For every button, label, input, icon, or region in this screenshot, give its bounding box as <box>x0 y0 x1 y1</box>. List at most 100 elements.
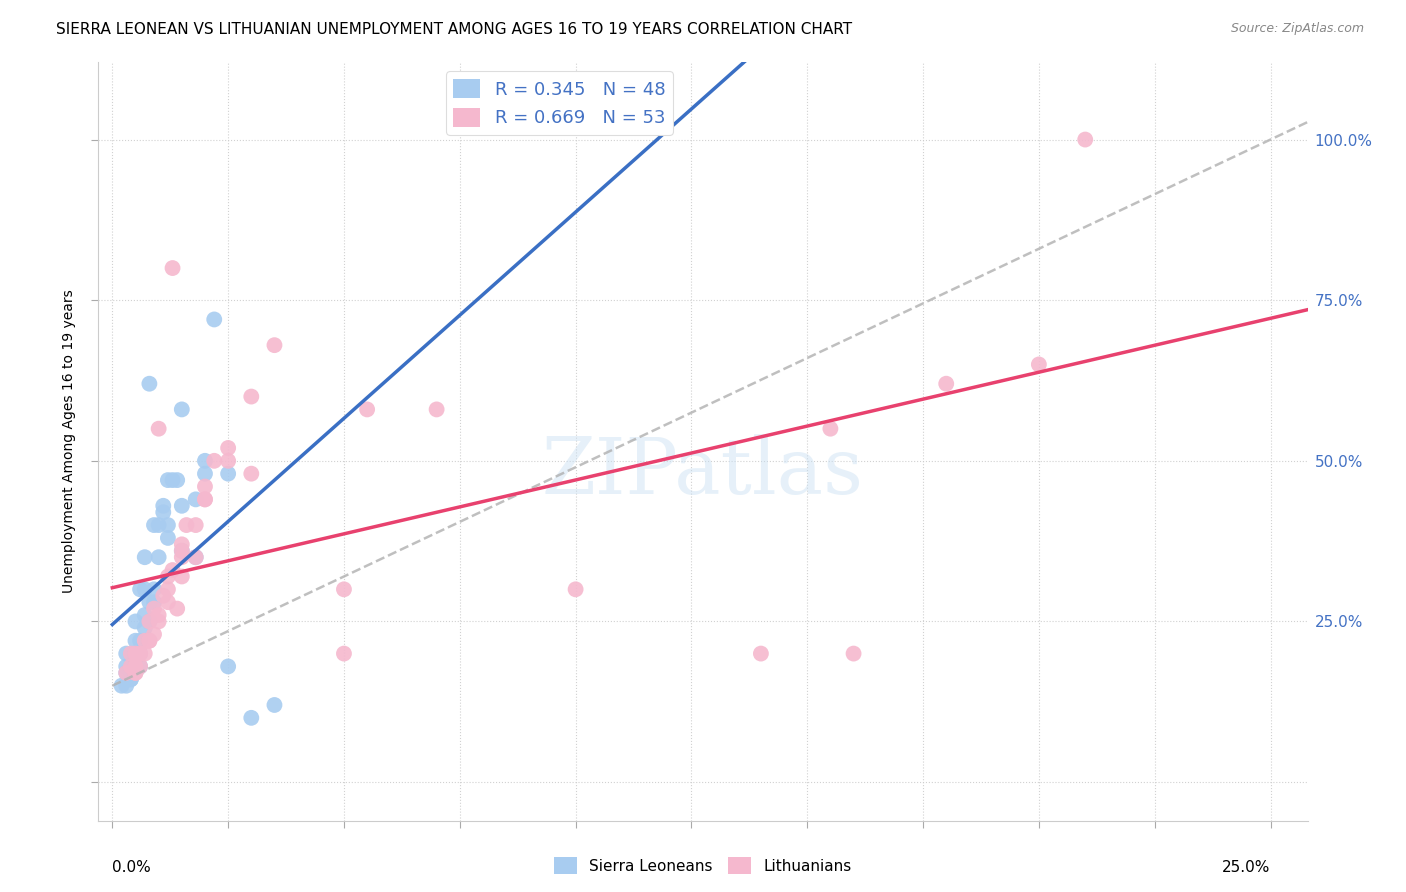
Point <box>138 633 160 648</box>
Point <box>184 550 207 565</box>
Point <box>134 550 156 565</box>
Point <box>148 422 170 436</box>
Point <box>143 582 166 597</box>
Point <box>162 473 184 487</box>
Point <box>148 615 170 629</box>
Point <box>166 473 188 487</box>
Point <box>217 659 239 673</box>
Text: 0.0%: 0.0% <box>112 860 150 874</box>
Legend: R = 0.345   N = 48, R = 0.669   N = 53: R = 0.345 N = 48, R = 0.669 N = 53 <box>446 71 672 135</box>
Point <box>240 390 263 404</box>
Point <box>217 467 239 481</box>
Text: ZIPatlas: ZIPatlas <box>541 434 865 509</box>
Point <box>148 550 170 565</box>
Point <box>156 473 179 487</box>
Point <box>194 479 217 493</box>
Point <box>134 647 156 661</box>
Point <box>138 595 160 609</box>
Point <box>134 633 156 648</box>
Point <box>120 673 142 687</box>
Legend: Sierra Leoneans, Lithuanians: Sierra Leoneans, Lithuanians <box>548 851 858 880</box>
Point <box>194 492 217 507</box>
Point <box>184 492 207 507</box>
Point <box>134 582 156 597</box>
Point <box>134 621 156 635</box>
Point <box>240 711 263 725</box>
Text: Source: ZipAtlas.com: Source: ZipAtlas.com <box>1230 22 1364 36</box>
Point <box>184 518 207 533</box>
Point <box>1074 132 1097 146</box>
Point <box>426 402 449 417</box>
Point <box>148 518 170 533</box>
Point <box>184 550 207 565</box>
Point <box>138 633 160 648</box>
Point <box>129 647 152 661</box>
Point <box>138 615 160 629</box>
Point <box>156 569 179 583</box>
Point <box>152 505 174 519</box>
Point <box>129 647 152 661</box>
Point <box>120 647 142 661</box>
Point <box>138 615 160 629</box>
Point <box>143 595 166 609</box>
Point <box>263 698 285 712</box>
Point <box>170 402 193 417</box>
Point <box>333 582 356 597</box>
Point <box>143 627 166 641</box>
Point <box>749 647 772 661</box>
Point <box>564 582 586 597</box>
Point <box>333 647 356 661</box>
Point <box>138 376 160 391</box>
Point <box>156 518 179 533</box>
Point <box>129 633 152 648</box>
Point <box>162 261 184 276</box>
Point <box>202 454 225 468</box>
Point <box>263 338 285 352</box>
Point <box>217 441 239 455</box>
Point <box>156 595 179 609</box>
Point <box>134 607 156 622</box>
Point <box>170 543 193 558</box>
Point <box>115 647 138 661</box>
Point <box>124 633 146 648</box>
Point <box>129 659 152 673</box>
Point <box>124 653 146 667</box>
Text: SIERRA LEONEAN VS LITHUANIAN UNEMPLOYMENT AMONG AGES 16 TO 19 YEARS CORRELATION : SIERRA LEONEAN VS LITHUANIAN UNEMPLOYMEN… <box>56 22 852 37</box>
Point <box>162 563 184 577</box>
Point <box>124 665 146 680</box>
Point <box>166 601 188 615</box>
Point <box>124 659 146 673</box>
Point <box>143 518 166 533</box>
Point <box>152 499 174 513</box>
Point <box>129 582 152 597</box>
Point <box>129 659 152 673</box>
Point <box>170 550 193 565</box>
Point <box>115 679 138 693</box>
Point <box>124 615 146 629</box>
Point <box>240 467 263 481</box>
Point <box>148 607 170 622</box>
Point <box>820 422 842 436</box>
Point <box>115 659 138 673</box>
Point <box>120 659 142 673</box>
Point <box>170 543 193 558</box>
Point <box>217 454 239 468</box>
Point <box>120 673 142 687</box>
Point <box>152 589 174 603</box>
Point <box>194 467 217 481</box>
Point <box>115 665 138 680</box>
Point <box>842 647 865 661</box>
Point <box>202 312 225 326</box>
Point <box>124 647 146 661</box>
Point <box>110 679 132 693</box>
Point <box>170 537 193 551</box>
Point <box>143 601 166 615</box>
Point <box>124 647 146 661</box>
Point <box>194 454 217 468</box>
Point <box>356 402 378 417</box>
Point <box>115 665 138 680</box>
Point <box>170 569 193 583</box>
Point <box>170 499 193 513</box>
Y-axis label: Unemployment Among Ages 16 to 19 years: Unemployment Among Ages 16 to 19 years <box>62 290 76 593</box>
Point <box>124 659 146 673</box>
